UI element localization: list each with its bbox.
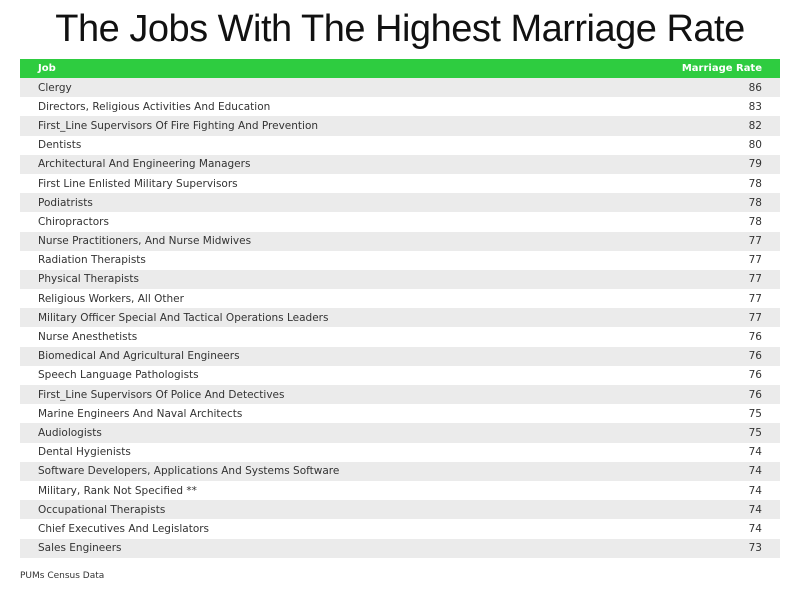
job-cell: Directors, Religious Activities And Educ… (38, 100, 271, 113)
table-row: Chief Executives And Legislators 74 (20, 519, 780, 538)
job-cell: Nurse Practitioners, And Nurse Midwives (20, 231, 586, 251)
table-row: Occupational Therapists 74 (20, 500, 780, 520)
table-row: Software Developers, Applications And Sy… (20, 461, 780, 481)
job-cell: Biomedical And Agricultural Engineers (20, 346, 586, 366)
column-header-job: Job (20, 59, 586, 78)
marriage-rate-cell: 78 (748, 215, 762, 228)
job-cell: Software Developers, Applications And Sy… (20, 461, 586, 481)
table-row: Marine Engineers And Naval Architects 75 (20, 404, 780, 423)
table-row: Speech Language Pathologists 76 (20, 366, 780, 385)
job-cell: Radiation Therapists (38, 254, 146, 267)
marriage-rate-cell: 80 (748, 139, 762, 152)
job-cell: Podiatrists (20, 193, 586, 213)
table-row: Nurse Anesthetists 76 (20, 327, 780, 346)
marriage-rate-cell: 74 (748, 446, 762, 459)
marriage-rate-cell: 77 (748, 254, 762, 267)
marriage-rate-cell: 79 (585, 154, 780, 174)
table-row: Nurse Practitioners, And Nurse Midwives 7… (20, 231, 780, 251)
table-row: Dentists 80 (20, 136, 780, 155)
marriage-rate-cell: 77 (748, 292, 762, 305)
marriage-rate-cell: 77 (585, 269, 780, 290)
table-row: Radiation Therapists 77 (20, 251, 780, 270)
marriage-rate-cell: 83 (748, 100, 762, 113)
job-cell: Nurse Anesthetists (38, 331, 138, 344)
marriage-rate-cell: 75 (585, 423, 780, 443)
table-row: Military Officer Special And Tactical Op… (20, 308, 780, 328)
marriage-rate-cell: 73 (585, 538, 780, 558)
marriage-rate-cell: 76 (585, 346, 780, 366)
job-cell: Dentists (38, 139, 82, 152)
source-note: PUMs Census Data (20, 571, 105, 581)
table-row: Physical Therapists 77 (20, 269, 780, 290)
marriage-rate-cell: 78 (748, 177, 762, 190)
job-cell: Sales Engineers (20, 538, 586, 558)
table-row: Sales Engineers 73 (20, 538, 780, 558)
job-cell: Dental Hygienists (38, 446, 131, 459)
job-cell: Chiropractors (38, 215, 109, 228)
job-cell: Physical Therapists (20, 269, 586, 290)
marriage-rate-cell: 86 (585, 78, 780, 98)
marriage-rate-cell: 76 (585, 385, 780, 405)
job-cell: Audiologists (20, 423, 586, 443)
marriage-rate-cell: 74 (585, 461, 780, 481)
marriage-rate-cell: 82 (585, 116, 780, 136)
marriage-rate-cell: 76 (748, 331, 762, 344)
table-row: Directors, Religious Activities And Educ… (20, 97, 780, 116)
marriage-rate-cell: 74 (748, 522, 762, 535)
chart-title: The Jobs With The Highest Marriage Rate (55, 8, 745, 50)
job-cell: Chief Executives And Legislators (38, 522, 210, 535)
job-cell: Religious Workers, All Other (38, 292, 184, 305)
table-row: Podiatrists 78 (20, 193, 780, 213)
table-row: Audiologists 75 (20, 423, 780, 443)
job-cell: First_Line Supervisors Of Fire Fighting … (20, 116, 586, 136)
data-table: Job Marriage Rate Clergy 86 Directors, Rel… (20, 59, 780, 558)
job-cell: Clergy (20, 78, 586, 98)
job-cell: Architectural And Engineering Managers (20, 154, 586, 174)
marriage-rate-cell: 78 (585, 193, 780, 213)
table-row: Military, Rank Not Specified ** 74 (20, 481, 780, 500)
table-row: Architectural And Engineering Managers 79 (20, 154, 780, 174)
table-row: First Line Enlisted Military Supervisors… (20, 174, 780, 193)
table-header-row: Job Marriage Rate (20, 59, 780, 78)
column-header-marriage-rate: Marriage Rate (585, 59, 780, 78)
job-cell: First_Line Supervisors Of Police And Det… (20, 385, 586, 405)
table-row: Religious Workers, All Other 77 (20, 289, 780, 308)
marriage-rate-cell: 75 (748, 407, 762, 420)
marriage-rate-cell: 77 (585, 231, 780, 251)
table-row: First_Line Supervisors Of Fire Fighting … (20, 116, 780, 136)
marriage-rate-cell: 74 (748, 484, 762, 497)
table-row: Dental Hygienists 74 (20, 443, 780, 462)
job-cell: Military, Rank Not Specified ** (38, 484, 197, 497)
table-row: First_Line Supervisors Of Police And Det… (20, 385, 780, 405)
job-cell: First Line Enlisted Military Supervisors (38, 177, 238, 190)
marriage-rate-cell: 76 (748, 369, 762, 382)
job-cell: Marine Engineers And Naval Architects (38, 407, 243, 420)
job-cell: Occupational Therapists (20, 500, 586, 520)
marriage-rate-cell: 77 (585, 308, 780, 328)
table-row: Chiropractors 78 (20, 212, 780, 231)
job-cell: Speech Language Pathologists (38, 369, 199, 382)
table-row: Biomedical And Agricultural Engineers 76 (20, 346, 780, 366)
job-cell: Military Officer Special And Tactical Op… (20, 308, 586, 328)
marriage-rate-cell: 74 (585, 500, 780, 520)
table-row: Clergy 86 (20, 78, 780, 98)
